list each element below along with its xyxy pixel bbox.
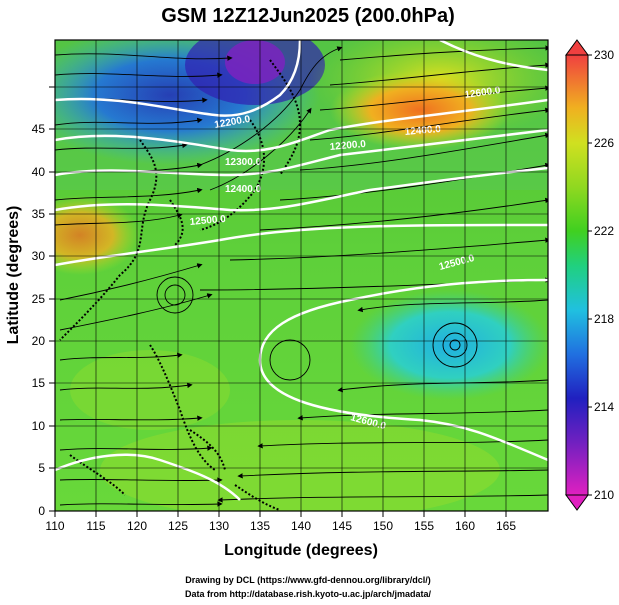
svg-text:25: 25 xyxy=(32,292,46,306)
svg-text:155: 155 xyxy=(414,519,434,533)
colorbar: 230 226 222 218 214 210 xyxy=(565,39,614,511)
svg-text:10: 10 xyxy=(32,419,46,433)
svg-text:20: 20 xyxy=(32,334,46,348)
y-axis-ticks xyxy=(49,86,55,512)
colorbar-tick: 218 xyxy=(594,312,614,326)
svg-text:125: 125 xyxy=(168,519,188,533)
svg-text:45: 45 xyxy=(32,122,46,136)
svg-text:160: 160 xyxy=(455,519,475,533)
x-axis-labels: 110 115 120 125 130 135 140 145 150 155 … xyxy=(45,519,516,533)
credit-line-1: Drawing by DCL (https://www.gfd-dennou.o… xyxy=(185,575,431,585)
svg-text:30: 30 xyxy=(32,249,46,263)
svg-text:120: 120 xyxy=(127,519,147,533)
svg-text:130: 130 xyxy=(209,519,229,533)
svg-text:140: 140 xyxy=(291,519,311,533)
plot-area: 12200.0 12200.0 12300.0 12400.0 12500.0 … xyxy=(55,40,548,511)
x-axis-title: Longitude (degrees) xyxy=(224,542,378,559)
svg-text:115: 115 xyxy=(86,519,105,533)
credit-line-2: Data from http://database.rish.kyoto-u.a… xyxy=(185,589,432,599)
svg-text:135: 135 xyxy=(250,519,270,533)
colorbar-tick: 222 xyxy=(594,224,614,238)
svg-text:0: 0 xyxy=(38,504,45,518)
height-contours xyxy=(55,40,548,501)
colorbar-tick: 214 xyxy=(594,400,614,414)
svg-text:12300.0: 12300.0 xyxy=(225,157,262,168)
svg-text:145: 145 xyxy=(332,519,352,533)
map-title: GSM 12Z12Jun2025 (200.0hPa) xyxy=(161,5,454,27)
svg-text:12400.0: 12400.0 xyxy=(404,124,441,138)
svg-text:40: 40 xyxy=(32,165,46,179)
svg-text:15: 15 xyxy=(32,376,46,390)
svg-text:12400.0: 12400.0 xyxy=(225,184,262,195)
svg-text:12500.0: 12500.0 xyxy=(189,214,226,228)
y-axis-title: Latitude (degrees) xyxy=(5,206,22,345)
colorbar-tick: 226 xyxy=(594,136,614,150)
svg-text:150: 150 xyxy=(373,519,393,533)
svg-text:5: 5 xyxy=(38,461,45,475)
svg-text:35: 35 xyxy=(32,207,46,221)
svg-text:12600.0: 12600.0 xyxy=(464,85,502,101)
svg-text:165: 165 xyxy=(496,519,516,533)
coastlines xyxy=(59,59,302,511)
x-axis-ticks xyxy=(54,511,507,517)
colorbar-tick: 210 xyxy=(594,488,614,502)
y-axis-labels: 0 5 10 15 20 25 30 35 40 45 45 xyxy=(32,122,46,518)
svg-text:110: 110 xyxy=(45,519,64,533)
grid-lines xyxy=(55,40,548,511)
colorbar-tick: 230 xyxy=(594,48,614,62)
svg-text:12200.0: 12200.0 xyxy=(329,139,366,153)
